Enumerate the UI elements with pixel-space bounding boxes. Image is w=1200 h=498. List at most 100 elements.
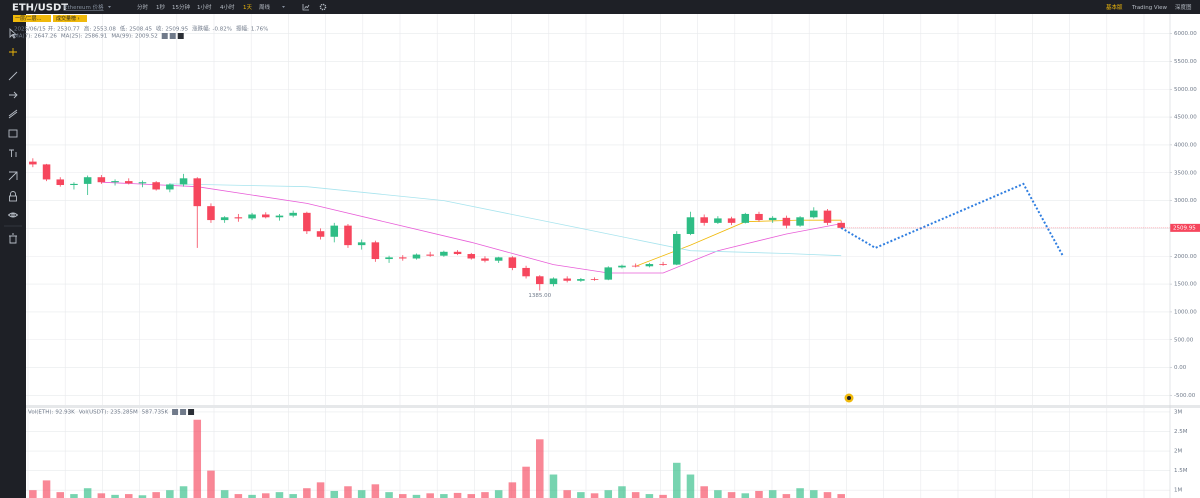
symbol-dropdown[interactable] <box>108 6 111 8</box>
legend-button[interactable] <box>180 409 187 415</box>
ohlc-header: 2025/06/15 开: 2530.77 高: 2553.08 低: 2508.45 收: 2… <box>14 25 268 33</box>
tag[interactable]: 一层/二层... <box>15 16 42 22</box>
interval-tab[interactable]: 15分钟 <box>172 3 190 11</box>
volume-bar <box>426 493 434 498</box>
candle-body <box>330 225 339 237</box>
candle-body <box>837 222 845 228</box>
candle-body <box>549 278 558 285</box>
info-value: 2553.08 <box>93 27 116 33</box>
y-tick-label: 0.00 <box>1174 365 1187 371</box>
legend-button[interactable] <box>161 33 168 39</box>
settings-icon[interactable] <box>319 3 327 11</box>
trendline-tool[interactable] <box>8 71 18 81</box>
info-value: 2509.95 <box>165 27 188 33</box>
candle-body <box>289 212 297 216</box>
candle-body <box>97 177 106 183</box>
chart-layer: 6000.00 5500.00 5000.00 4500.00 4000.00 3500.… <box>26 31 1200 498</box>
interval-tab[interactable]: 1天 <box>243 4 252 11</box>
candle-body <box>590 279 599 280</box>
view-tab[interactable]: 基本版 <box>1106 3 1123 11</box>
volume-bar <box>714 490 722 498</box>
volume-bar <box>330 490 339 498</box>
volume-legend-value: 92.93K <box>55 410 75 416</box>
indicator-icon[interactable] <box>302 4 310 11</box>
info-label: 低: <box>120 25 128 33</box>
tag-box[interactable] <box>53 15 87 22</box>
tag-box[interactable] <box>13 15 51 22</box>
interval-dropdown[interactable] <box>282 6 285 8</box>
y-tick-label: 6000.00 <box>1174 31 1197 37</box>
legend-button[interactable] <box>177 33 184 39</box>
visibility-tool[interactable] <box>7 212 19 218</box>
volume-bar <box>481 492 489 498</box>
last-price-tag <box>1170 223 1200 232</box>
y-tick-label: 2.5M <box>1174 429 1188 435</box>
volume-legend-value: 587.735K <box>142 410 169 416</box>
coin-name[interactable]: Ethereum 价格 <box>64 3 104 11</box>
y-tick-label: -500.00 <box>1174 393 1196 399</box>
y-tick-label: 2000.00 <box>1174 254 1197 260</box>
shape-tool[interactable] <box>8 129 18 138</box>
candle-body <box>207 206 215 221</box>
volume-bar <box>138 495 147 498</box>
interval-tab[interactable]: 1秒 <box>156 3 165 11</box>
candle-body <box>42 164 51 180</box>
candle-body <box>166 184 174 190</box>
legend-name: MA(25): <box>61 34 83 40</box>
candle-body <box>494 257 503 261</box>
legend-button[interactable] <box>172 409 179 415</box>
interval-tab[interactable]: 4小时 <box>220 3 235 11</box>
volume-legend: Vol(ETH): 92.93K Vol(USDT): 235.285M 587.735… <box>28 409 195 416</box>
legend-button[interactable] <box>188 409 195 415</box>
volume-legend-value: 235.285M <box>110 410 138 416</box>
volume-bar <box>42 480 51 498</box>
volume-bar <box>604 490 613 498</box>
interval-tab[interactable]: 1小时 <box>197 3 212 11</box>
info-label: 高: <box>84 25 92 33</box>
text-tool[interactable] <box>9 149 17 157</box>
candle-body <box>563 278 571 281</box>
volume-bar <box>234 494 243 498</box>
delete-tool[interactable] <box>9 233 17 244</box>
volume-bar <box>371 484 380 498</box>
view-tabs: 基本版 Trading View 深度图 <box>1106 3 1192 11</box>
tag[interactable]: 成交量榜 › <box>56 15 80 22</box>
legend-button[interactable] <box>169 33 176 39</box>
ma-line <box>169 183 842 257</box>
lock-tool[interactable] <box>9 195 17 202</box>
y-tick-label: 2M <box>1174 449 1182 455</box>
measure-tool[interactable] <box>8 171 18 181</box>
candle-body <box>138 182 147 184</box>
volume-bar <box>700 486 708 498</box>
symbol[interactable]: ETH/USDT <box>12 3 68 14</box>
channel-tool[interactable] <box>8 109 18 119</box>
candle-body <box>604 267 613 280</box>
view-tab[interactable]: Trading View <box>1131 5 1167 11</box>
candle-body <box>577 279 585 281</box>
candle-body <box>467 254 476 259</box>
info-value: 2508.45 <box>129 27 152 33</box>
candle-body <box>234 217 243 219</box>
legend-name: MA(7): <box>14 34 32 40</box>
volume-bar <box>124 494 133 498</box>
y-tick-label: 5000.00 <box>1174 87 1197 93</box>
y-tick-label: 1000.00 <box>1174 309 1197 315</box>
cursor-tool[interactable] <box>9 27 18 39</box>
candle-body <box>248 214 256 219</box>
interval-tab[interactable]: 分时 <box>137 3 149 11</box>
info-label: 振幅: <box>236 25 249 33</box>
volume-bar <box>782 494 791 498</box>
legend-value: 2009.52 <box>135 34 158 40</box>
volume-bar <box>810 490 818 498</box>
view-tab[interactable]: 深度图 <box>1175 3 1192 11</box>
crosshair-tool[interactable] <box>9 48 17 56</box>
interval-tab[interactable]: 周线 <box>259 3 271 11</box>
volume-bar <box>549 474 558 498</box>
candle-body <box>659 264 667 265</box>
candle-body <box>83 177 92 184</box>
ray-tool[interactable] <box>9 91 18 99</box>
volume-bar <box>261 493 270 498</box>
